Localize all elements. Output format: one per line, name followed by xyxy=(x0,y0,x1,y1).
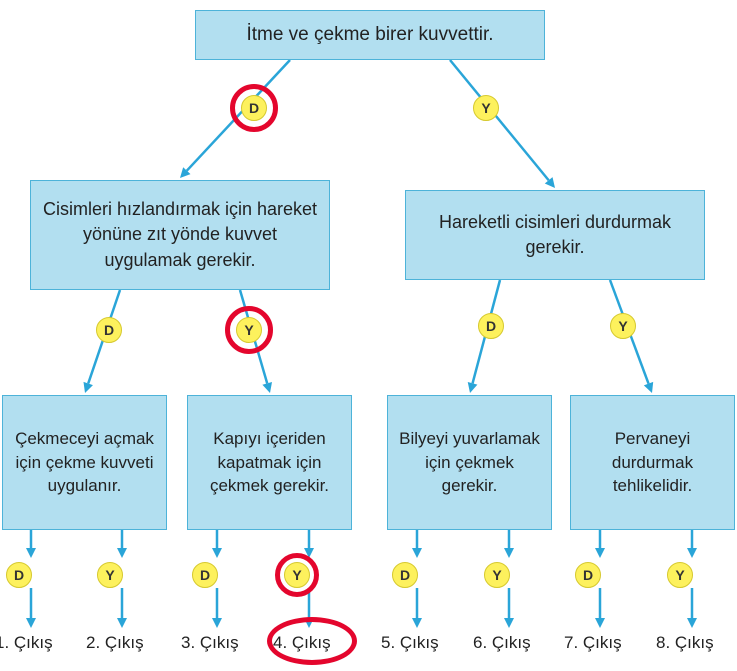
exit-badge: D xyxy=(392,562,418,588)
exit-badge: Y xyxy=(667,562,693,588)
exit-label: 6. Çıkış xyxy=(473,633,531,653)
node-RL: Bilyeyi yuvarlamak için çekmek gerekir. xyxy=(387,395,552,530)
badge-label: Y xyxy=(292,567,301,583)
exit-badge: Y xyxy=(484,562,510,588)
exit-label: 7. Çıkış xyxy=(564,633,622,653)
node-text: Kapıyı içeriden kapatmak için çekmek ger… xyxy=(198,427,341,498)
decision-badge: Y xyxy=(610,313,636,339)
decision-badge: D xyxy=(96,317,122,343)
node-text: İtme ve çekme birer kuvvettir. xyxy=(246,22,493,49)
node-text: Hareketli cisimleri durdurmak gerekir. xyxy=(416,210,694,260)
exit-badge: D xyxy=(6,562,32,588)
node-L: Cisimleri hızlandırmak için hareket yönü… xyxy=(30,180,330,290)
node-text: Çekmeceyi açmak için çekme kuvveti uygul… xyxy=(13,427,156,498)
exit-label: 4. Çıkış xyxy=(273,633,331,653)
node-text: Pervaneyi durdurmak tehlikelidir. xyxy=(581,427,724,498)
badge-label: Y xyxy=(675,567,684,583)
exit-label: 8. Çıkış xyxy=(656,633,714,653)
decision-badge: Y xyxy=(236,317,262,343)
badge-label: Y xyxy=(618,318,627,334)
node-LL: Çekmeceyi açmak için çekme kuvveti uygul… xyxy=(2,395,167,530)
node-root: İtme ve çekme birer kuvvettir. xyxy=(195,10,545,60)
badge-label: D xyxy=(400,567,410,583)
node-LR: Kapıyı içeriden kapatmak için çekmek ger… xyxy=(187,395,352,530)
badge-label: D xyxy=(14,567,24,583)
exit-badge: Y xyxy=(97,562,123,588)
node-R: Hareketli cisimleri durdurmak gerekir. xyxy=(405,190,705,280)
exit-badge: D xyxy=(575,562,601,588)
badge-label: Y xyxy=(244,322,253,338)
exit-label: 3. Çıkış xyxy=(181,633,239,653)
decision-badge: D xyxy=(478,313,504,339)
exit-badge: D xyxy=(192,562,218,588)
node-RR: Pervaneyi durdurmak tehlikelidir. xyxy=(570,395,735,530)
badge-label: D xyxy=(249,100,259,116)
node-text: Cisimleri hızlandırmak için hareket yönü… xyxy=(41,197,319,273)
decision-badge: Y xyxy=(473,95,499,121)
exit-badge: Y xyxy=(284,562,310,588)
badge-label: D xyxy=(583,567,593,583)
badge-label: Y xyxy=(492,567,501,583)
decision-badge: D xyxy=(241,95,267,121)
badge-label: Y xyxy=(481,100,490,116)
badge-label: D xyxy=(486,318,496,334)
badge-label: D xyxy=(200,567,210,583)
exit-label: 2. Çıkış xyxy=(86,633,144,653)
exit-label: 1. Çıkış xyxy=(0,633,53,653)
badge-label: Y xyxy=(105,567,114,583)
node-text: Bilyeyi yuvarlamak için çekmek gerekir. xyxy=(398,427,541,498)
badge-label: D xyxy=(104,322,114,338)
exit-label: 5. Çıkış xyxy=(381,633,439,653)
